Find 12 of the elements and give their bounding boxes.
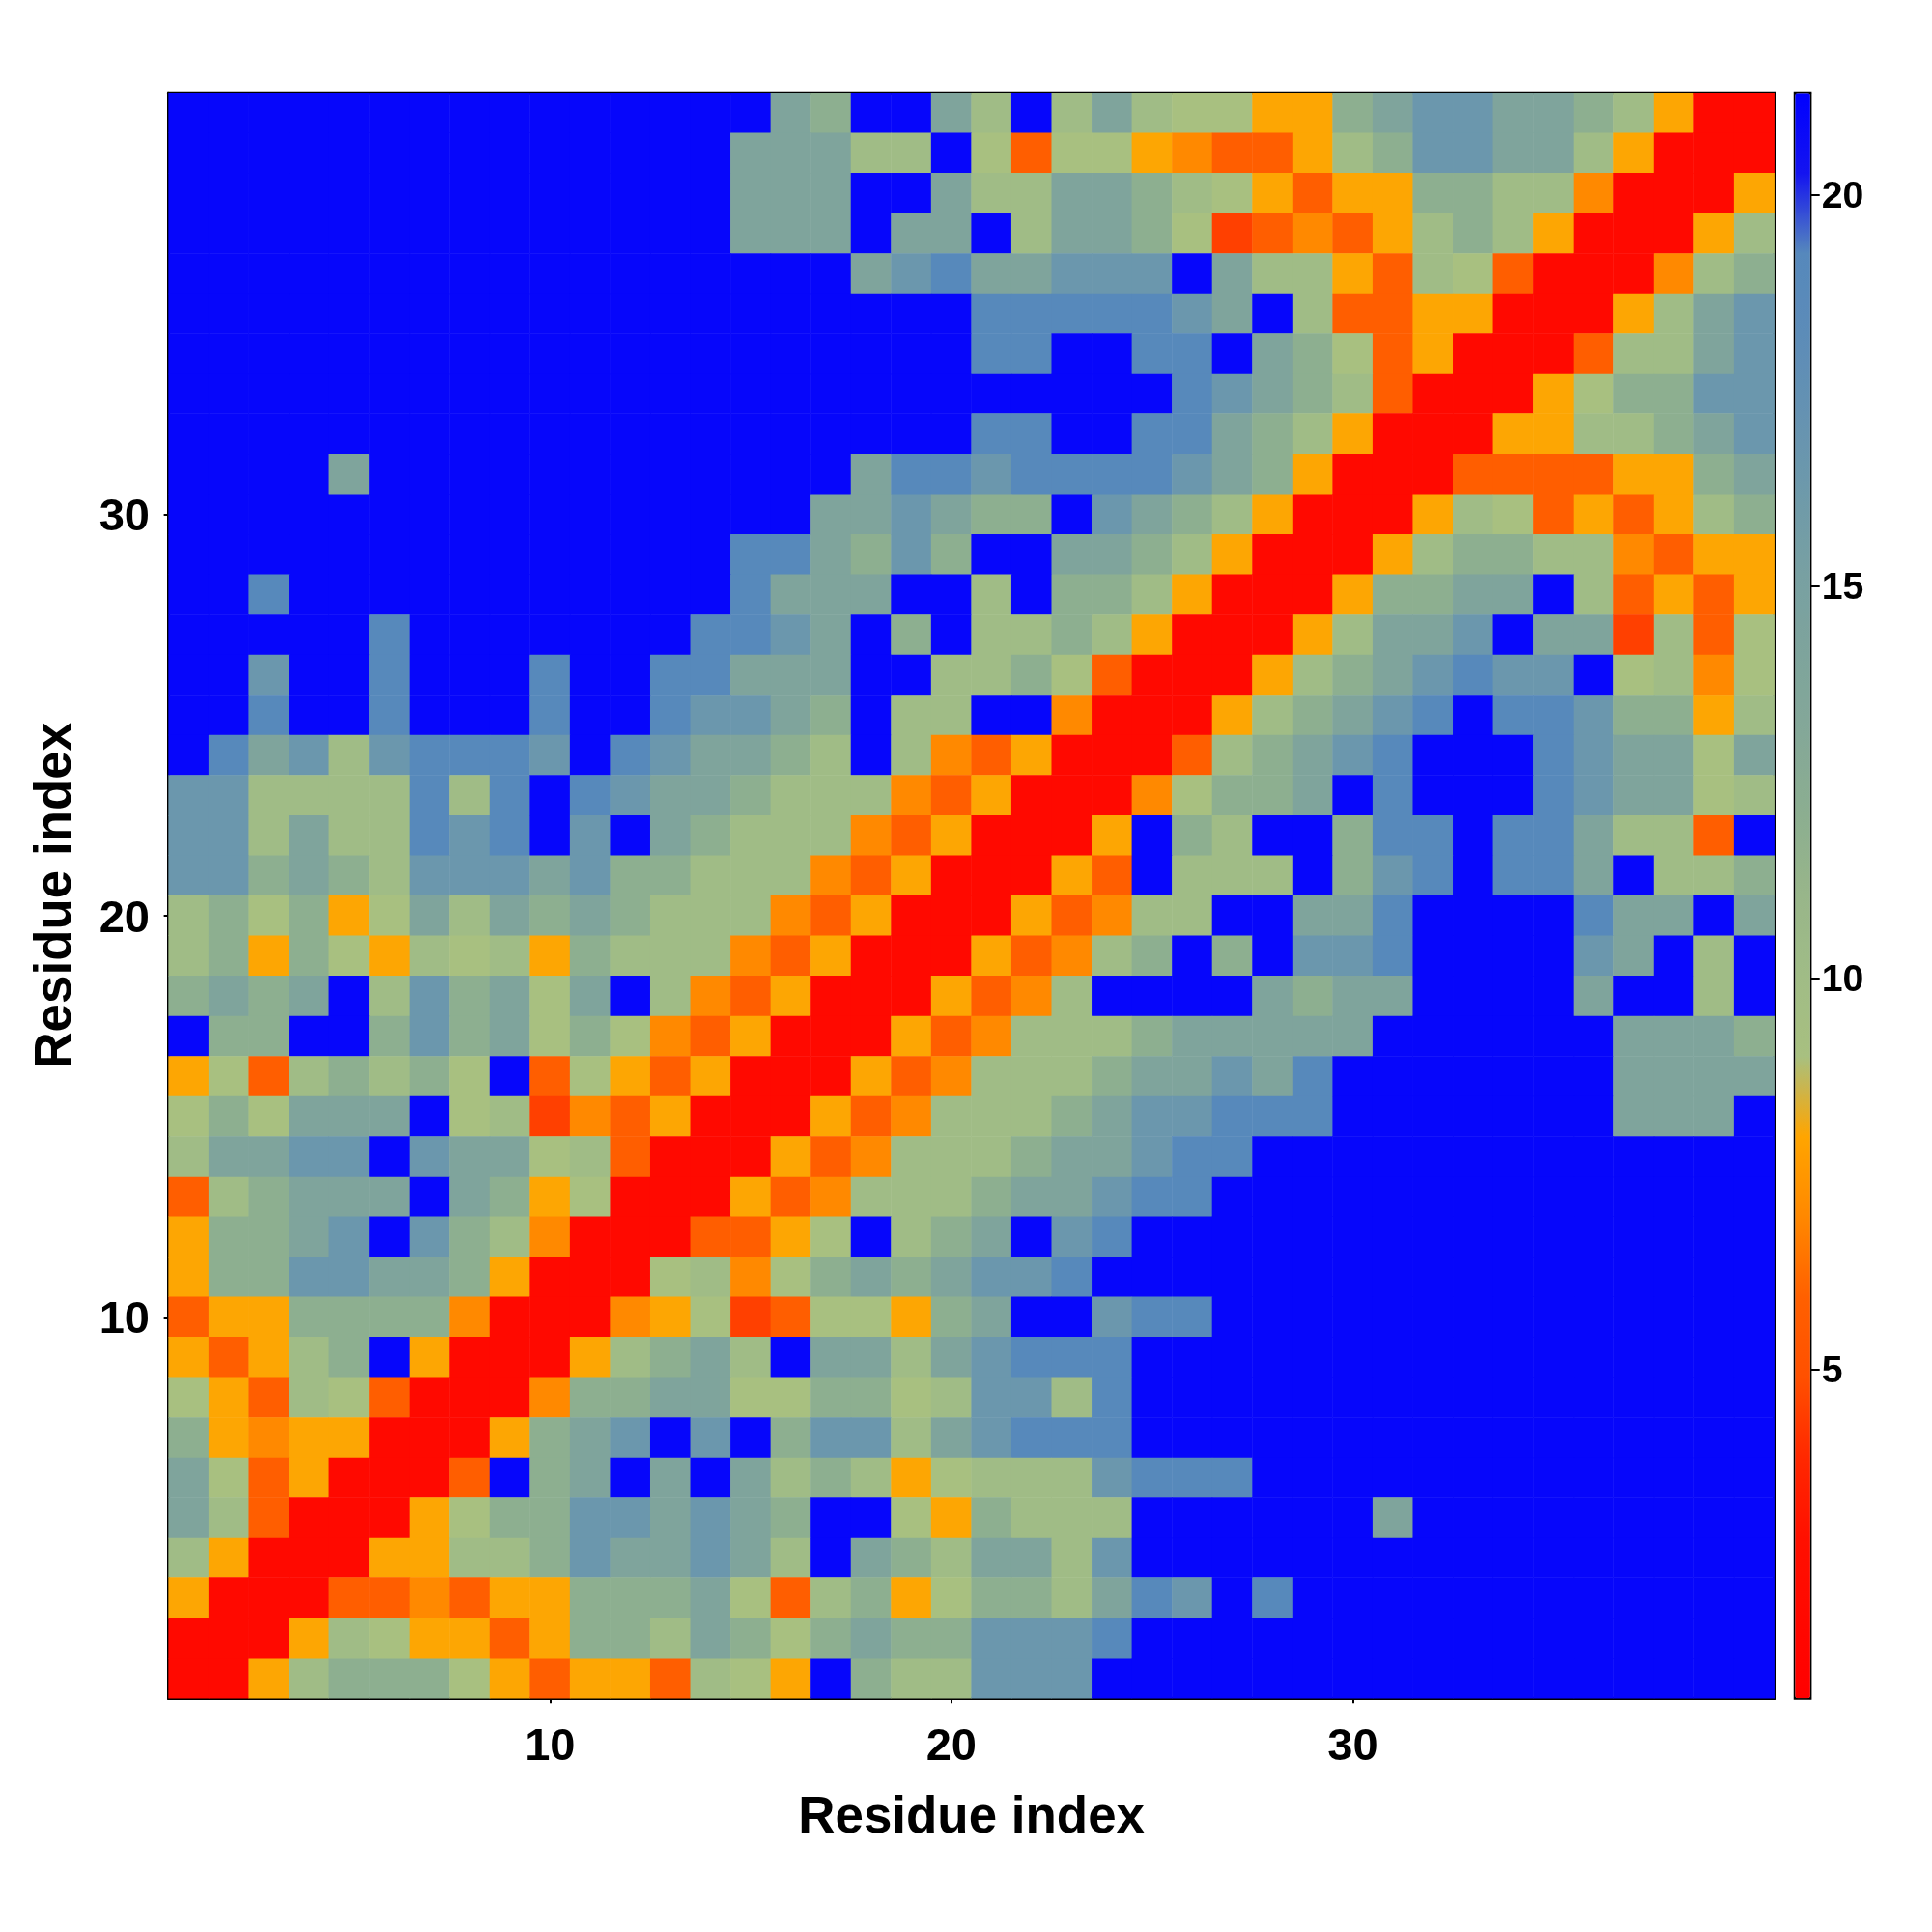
x-tick-label: 10 xyxy=(525,1718,576,1770)
x-tick-label: 30 xyxy=(1327,1718,1378,1770)
x-tick-label: 20 xyxy=(925,1718,978,1770)
y-tick-label: 20 xyxy=(99,890,150,942)
y-axis-title: Residue index xyxy=(23,722,81,1069)
color-bar-label: 15 xyxy=(1821,565,1864,608)
color-bar-label: 5 xyxy=(1821,1349,1843,1391)
y-tick-label: 30 xyxy=(99,489,150,540)
color-bar-label: 20 xyxy=(1821,174,1864,216)
x-axis-title: Residue index xyxy=(798,1786,1146,1844)
color-bar-label: 10 xyxy=(1821,956,1864,999)
y-tick-label: 10 xyxy=(99,1292,150,1344)
